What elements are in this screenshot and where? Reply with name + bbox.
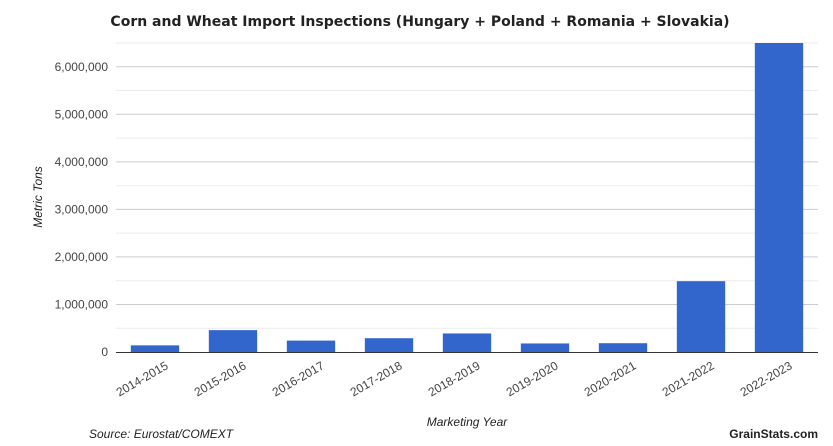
x-tick-label: 2017-2018	[348, 358, 405, 399]
x-tick-label: 2019-2020	[504, 358, 561, 399]
y-tick-labels: 0 1,000,000 2,000,000 3,000,000 4,000,000 5,0…	[55, 60, 109, 359]
y-axis-title: Metric Tons	[31, 166, 45, 228]
x-tick-label: 2015-2016	[192, 358, 249, 399]
x-tick-label: 2021-2022	[660, 358, 717, 399]
bar-2021-2022	[676, 281, 726, 352]
x-axis-title: Marketing Year	[427, 415, 508, 429]
bar-2019-2020	[520, 343, 570, 352]
x-tick-labels: 2014-2015 2015-2016 2016-2017 2017-2018 2018…	[114, 358, 795, 399]
y-tick-label: 2,000,000	[55, 250, 109, 264]
y-tick-label: 1,000,000	[55, 297, 109, 311]
bar-2022-2023	[754, 43, 804, 352]
x-tick-label: 2016-2017	[270, 358, 327, 399]
bar-2014-2015	[130, 345, 180, 352]
gridlines	[116, 42, 818, 329]
y-tick-label: 3,000,000	[55, 202, 109, 216]
y-tick-label: 4,000,000	[55, 155, 109, 169]
x-tick-label: 2014-2015	[114, 358, 171, 399]
bars	[130, 43, 804, 352]
chart-title: Corn and Wheat Import Inspections (Hunga…	[110, 14, 729, 30]
bar-2018-2019	[442, 333, 492, 352]
y-tick-label: 6,000,000	[55, 60, 109, 74]
x-tick-label: 2022-2023	[738, 358, 795, 399]
site-credit: GrainStats.com	[729, 427, 818, 441]
y-tick-label: 5,000,000	[55, 107, 109, 121]
bar-2015-2016	[208, 330, 258, 352]
bar-2016-2017	[286, 340, 336, 352]
x-tick-label: 2020-2021	[582, 358, 639, 399]
source-note: Source: Eurostat/COMEXT	[89, 427, 235, 441]
x-tick-label: 2018-2019	[426, 358, 483, 399]
bar-2017-2018	[364, 338, 414, 352]
y-tick-label: 0	[101, 345, 108, 359]
bar-2020-2021	[598, 343, 648, 352]
